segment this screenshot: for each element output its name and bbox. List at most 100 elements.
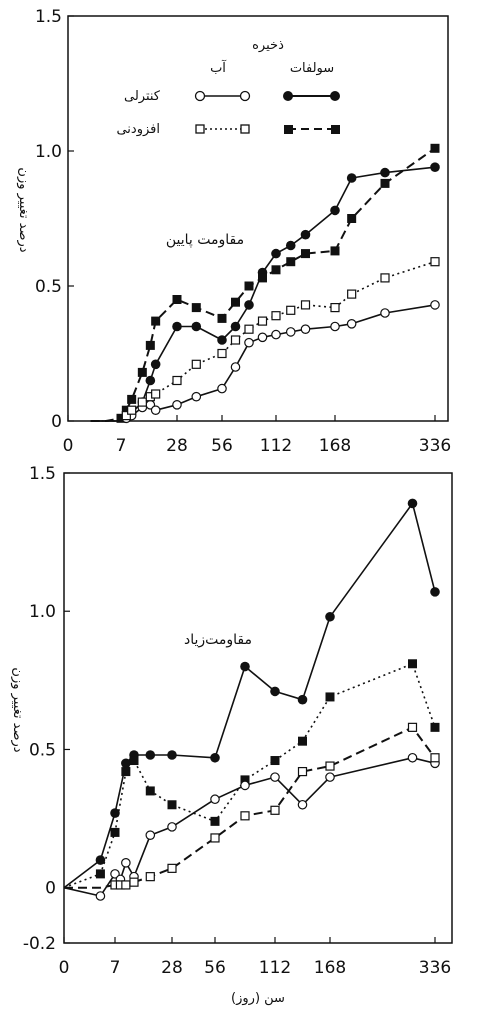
point-water-control (145, 830, 156, 840)
point-sulfate-additive (137, 367, 147, 377)
legend-sulfate-control-marker (283, 91, 293, 101)
chart-high-resistance: درصد تغییر وزن مقاومت‌زیاد سن (روز) 0 7 28… (10, 464, 453, 1006)
point-sulfate-additive (121, 767, 131, 777)
plot-frame (67, 15, 449, 422)
x-tick-label: 336 (419, 958, 451, 978)
series-group (90, 143, 440, 424)
axis-ticks: 0 7 28 56 112 168 336-0.200.51.01.5 (23, 464, 451, 978)
point-sulfate-control (121, 758, 131, 769)
point-sulfate-additive (151, 316, 161, 326)
x-tick-label: 56 (211, 436, 233, 456)
point-sulfate-additive (325, 692, 335, 702)
y-tick-label: 0.5 (35, 277, 62, 297)
point-sulfate-additive (430, 722, 440, 732)
annotation-high-resistance: مقاومت‌زیاد (184, 632, 252, 648)
legend-sulfate-additive-marker (331, 125, 340, 134)
point-sulfate-control (330, 205, 340, 216)
point-sulfate-control (217, 335, 227, 345)
point-sulfate-control (430, 162, 440, 172)
plot-frame (63, 472, 453, 944)
point-sulfate-control (300, 229, 311, 240)
point-water-additive (300, 300, 311, 310)
point-sulfate-control (167, 750, 177, 760)
point-water-additive (145, 872, 155, 882)
point-sulfate-additive (121, 405, 131, 415)
legend-group-title: ذخیره (252, 38, 284, 53)
point-sulfate-additive (244, 281, 254, 291)
point-water-control (167, 822, 177, 832)
point-sulfate-additive (408, 659, 417, 669)
point-water-additive (137, 397, 147, 407)
point-water-control (240, 780, 250, 791)
point-water-control (380, 308, 390, 318)
point-sulfate-additive (286, 257, 296, 267)
point-water-additive (270, 805, 280, 815)
legend-water-control-marker (239, 90, 251, 102)
point-water-control (300, 324, 311, 334)
point-water-control (430, 300, 440, 310)
legend-col-sulfate: سولفات (290, 61, 334, 76)
point-water-additive (244, 324, 254, 334)
point-water-additive (167, 863, 177, 873)
point-water-additive (297, 766, 308, 777)
point-sulfate-additive (231, 297, 240, 307)
series-line-water-additive (64, 726, 436, 889)
point-sulfate-additive (129, 756, 139, 766)
legend-water-additive-marker (195, 124, 205, 134)
point-water-additive (217, 348, 227, 359)
legend-sulfate-control-marker (330, 91, 340, 101)
point-sulfate-control (145, 375, 156, 386)
point-sulfate-control (271, 248, 281, 259)
legend-sulfate-additive-marker (284, 125, 293, 134)
point-water-additive (210, 833, 220, 843)
point-water-control (270, 772, 280, 782)
point-sulfate-control (191, 321, 202, 332)
point-sulfate-additive (217, 313, 227, 323)
x-tick-label: 0 (63, 436, 74, 456)
point-sulfate-additive (347, 214, 357, 223)
point-water-control (217, 383, 227, 394)
point-sulfate-additive (167, 800, 177, 810)
point-sulfate-additive (172, 295, 182, 304)
legend-water-additive-marker (240, 124, 250, 134)
x-axis-label: سن (روز) (231, 991, 285, 1006)
x-tick-label: 168 (319, 436, 351, 456)
point-sulfate-additive (301, 249, 310, 259)
point-sulfate-additive (258, 273, 267, 283)
x-tick-label: 112 (260, 436, 292, 456)
point-sulfate-additive (240, 775, 250, 785)
point-sulfate-control (325, 611, 335, 622)
annotation-low-resistance: مقاومت پایین (166, 232, 244, 248)
point-sulfate-additive (191, 303, 201, 313)
point-sulfate-additive (380, 178, 390, 188)
point-water-additive (430, 257, 440, 267)
point-water-additive (240, 811, 250, 821)
y-tick-label: -0.2 (23, 934, 56, 954)
point-sulfate-additive (95, 869, 105, 879)
point-sulfate-control (240, 661, 250, 672)
point-water-control (330, 321, 340, 332)
point-water-control (95, 891, 106, 901)
point-water-additive (230, 335, 241, 345)
point-water-additive (151, 389, 161, 399)
y-tick-label: 0 (51, 412, 62, 432)
point-sulfate-additive (116, 413, 126, 423)
point-sulfate-additive (330, 246, 340, 256)
point-water-control (210, 794, 220, 805)
point-water-control (191, 391, 202, 402)
legend-water-control-marker (194, 90, 206, 102)
point-sulfate-control (346, 173, 357, 183)
point-water-control (244, 337, 254, 348)
point-water-additive (127, 405, 137, 415)
legend-row-additive: افزودنی (116, 122, 160, 137)
point-sulfate-additive (298, 736, 307, 746)
point-water-additive (121, 880, 131, 890)
point-water-additive (286, 305, 296, 315)
legend: ذخیره آب سولفات کنترلی افزودنی (116, 38, 340, 137)
point-water-control (407, 752, 418, 763)
legend-col-water: آب (210, 59, 227, 76)
series-line-sulfate-additive (90, 147, 436, 422)
x-tick-label: 112 (259, 958, 291, 978)
x-tick-label: 168 (314, 958, 346, 978)
